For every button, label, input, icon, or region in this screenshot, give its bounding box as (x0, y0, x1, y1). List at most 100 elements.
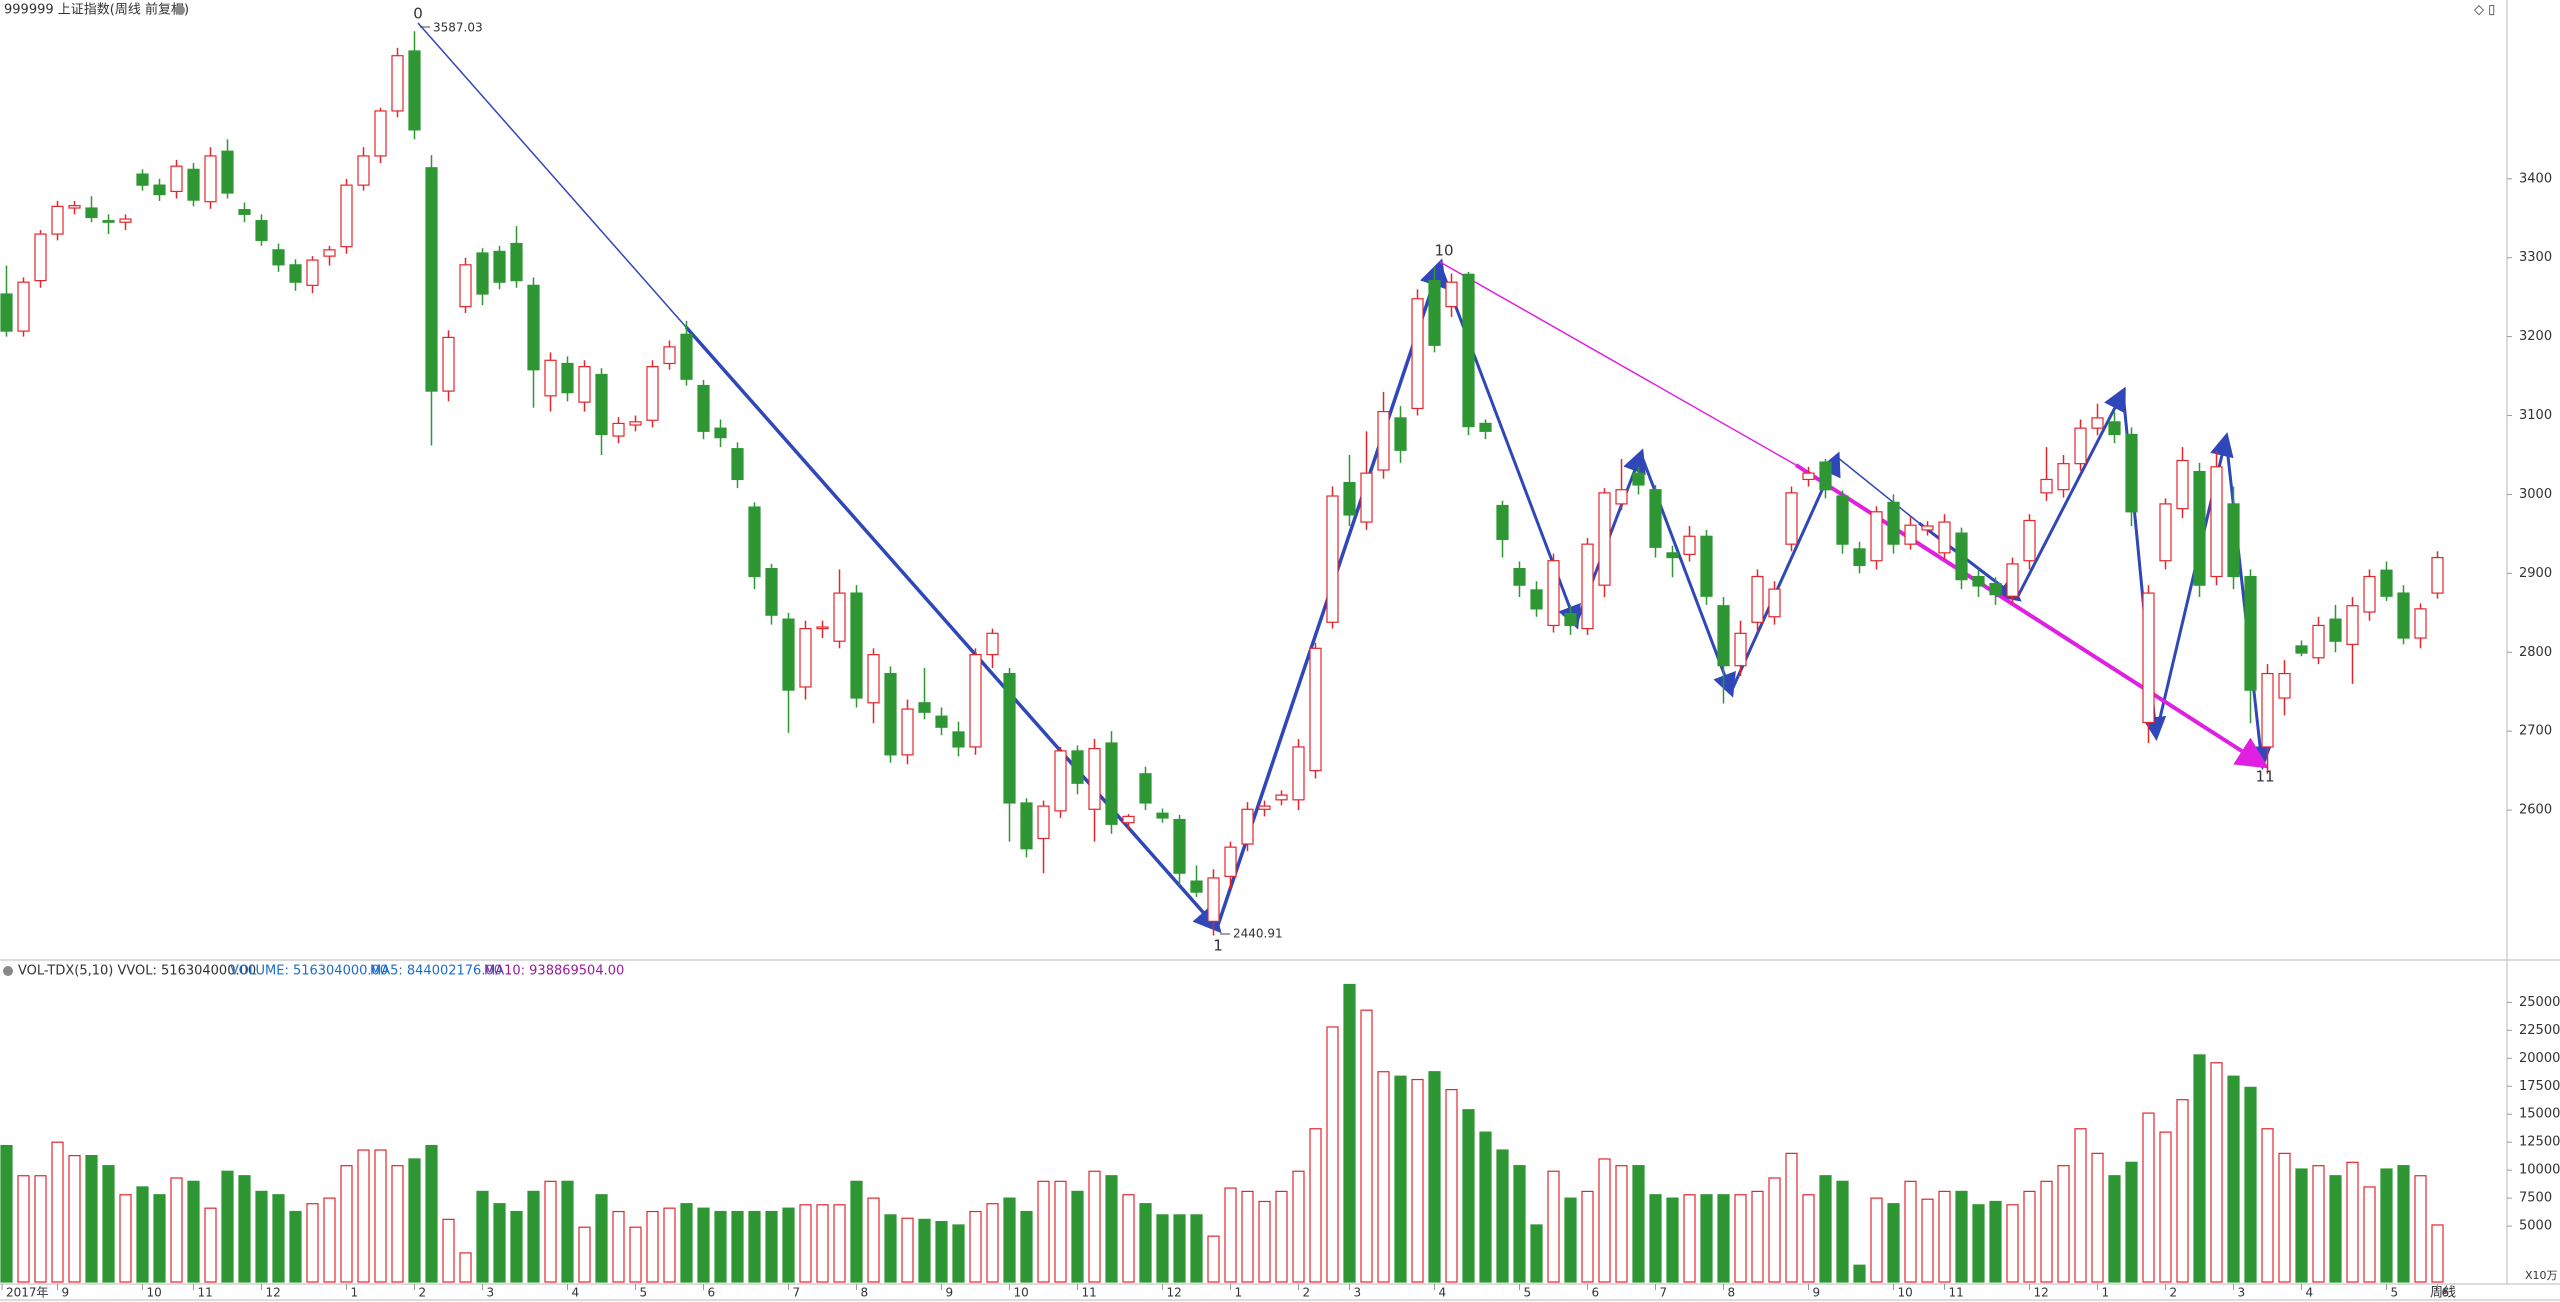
candle-body (2040, 478, 2053, 494)
indicator-icon (3, 966, 13, 976)
volume-bar (306, 1203, 319, 1283)
volume-bar (1734, 1194, 1747, 1283)
volume-bar (1139, 1203, 1152, 1283)
volume-bar (2023, 1190, 2036, 1283)
volume-bar (340, 1165, 353, 1283)
volume-bar (1394, 1075, 1407, 1283)
volume-bar (2346, 1161, 2359, 1283)
candle-body (680, 333, 693, 380)
volume-bar (1853, 1264, 1866, 1283)
volume-bar (68, 1155, 81, 1283)
y-tick-label: 2700 (2519, 724, 2552, 739)
volume-bar (102, 1165, 115, 1283)
volume-bar (2431, 1224, 2444, 1283)
candle-body (1309, 647, 1322, 772)
candle-body (918, 702, 931, 713)
candle-body (238, 208, 251, 215)
x-tick-label: 7 (793, 1286, 801, 1300)
volume-bar (357, 1149, 370, 1283)
volume-bar (986, 1203, 999, 1283)
candle-body (51, 205, 64, 235)
volume-bar (2142, 1112, 2155, 1283)
volume-bar (1547, 1170, 1560, 1283)
x-tick-label: 1 (2102, 1286, 2110, 1300)
volume-bar (272, 1194, 285, 1283)
candle-body (2210, 466, 2223, 578)
candle-body (697, 384, 710, 432)
vol-header: MA10: 938869504.00 (484, 964, 624, 979)
y-tick-label: 2800 (2519, 645, 2552, 660)
candle-body (1275, 794, 1288, 801)
volume-bar (850, 1180, 863, 1283)
x-tick-label: 10 (147, 1286, 162, 1300)
volume-bar (527, 1190, 540, 1283)
vol-y-tick-label: 25000 (2519, 995, 2560, 1010)
x-tick-label: 11 (1082, 1286, 1097, 1300)
volume-bar (1326, 1026, 1339, 1283)
candle-body (663, 346, 676, 365)
candle-body (2380, 569, 2393, 597)
volume-bar (544, 1180, 557, 1283)
candle-body (1734, 632, 1747, 667)
candle-body (1224, 846, 1237, 877)
x-tick-label: 12 (2034, 1286, 2049, 1300)
volume-bar (2125, 1161, 2138, 1283)
candle-body (561, 362, 574, 394)
volume-bar (255, 1190, 268, 1283)
candle-body (1955, 532, 1968, 581)
candle-body (1258, 805, 1271, 810)
low-label: 2440.91 (1233, 927, 1283, 941)
candle-body (1666, 552, 1679, 559)
candle-body (2091, 417, 2104, 429)
candle-body (2142, 592, 2155, 724)
candle-body (1700, 535, 1713, 597)
candle-body (204, 155, 217, 203)
volume-bar (884, 1214, 897, 1283)
y-tick-label: 3400 (2519, 171, 2552, 186)
candle-body (986, 632, 999, 656)
volume-bar (1003, 1197, 1016, 1283)
volume-bar (2380, 1168, 2393, 1283)
candle-body (1207, 877, 1220, 922)
candle-body (1292, 746, 1305, 801)
candle-body (1020, 802, 1033, 850)
candle-body (306, 259, 319, 286)
x-tick-label: 12 (1167, 1286, 1182, 1300)
high-label: 3587.03 (433, 21, 483, 35)
volume-bar (646, 1210, 659, 1283)
candle-body (2006, 563, 2019, 597)
x-tick-label: 2017年 (6, 1286, 49, 1300)
volume-bar (2244, 1086, 2257, 1283)
vol-y-tick-label: 22500 (2519, 1023, 2560, 1038)
candle-body (1156, 812, 1169, 819)
candle-body (85, 207, 98, 219)
x-tick-label: 4 (2306, 1286, 2314, 1300)
volume-bar (629, 1226, 642, 1283)
vol-header: MA5: 844002176.00 (370, 964, 502, 979)
volume-bar (34, 1175, 47, 1283)
volume-bar (918, 1218, 931, 1283)
volume-bar (1615, 1165, 1628, 1283)
candle-body (2057, 463, 2070, 491)
volume-bar (1309, 1128, 1322, 1283)
candle-body (2346, 605, 2359, 645)
y-tick-label: 3100 (2519, 408, 2552, 423)
y-tick-label: 3200 (2519, 329, 2552, 344)
volume-bar (1207, 1235, 1220, 1283)
volume-bar (1122, 1194, 1135, 1283)
candle-body (2363, 575, 2376, 613)
candle-body (1190, 880, 1203, 893)
candle-body (2125, 433, 2138, 513)
title-icon (175, 5, 185, 15)
volume-bar (289, 1210, 302, 1283)
volume-bar (2278, 1152, 2291, 1283)
volume-bars (0, 983, 2444, 1283)
candle-body (1479, 422, 1492, 432)
volume-bar (2295, 1168, 2308, 1283)
x-tick-label: 2 (419, 1286, 427, 1300)
candle-body (1326, 495, 1339, 623)
volume-bar (2312, 1165, 2325, 1283)
x-tick-label: 10 (1014, 1286, 1029, 1300)
vol-unit: X10万 (2525, 1269, 2558, 1282)
x-tick-label: 1 (351, 1286, 359, 1300)
